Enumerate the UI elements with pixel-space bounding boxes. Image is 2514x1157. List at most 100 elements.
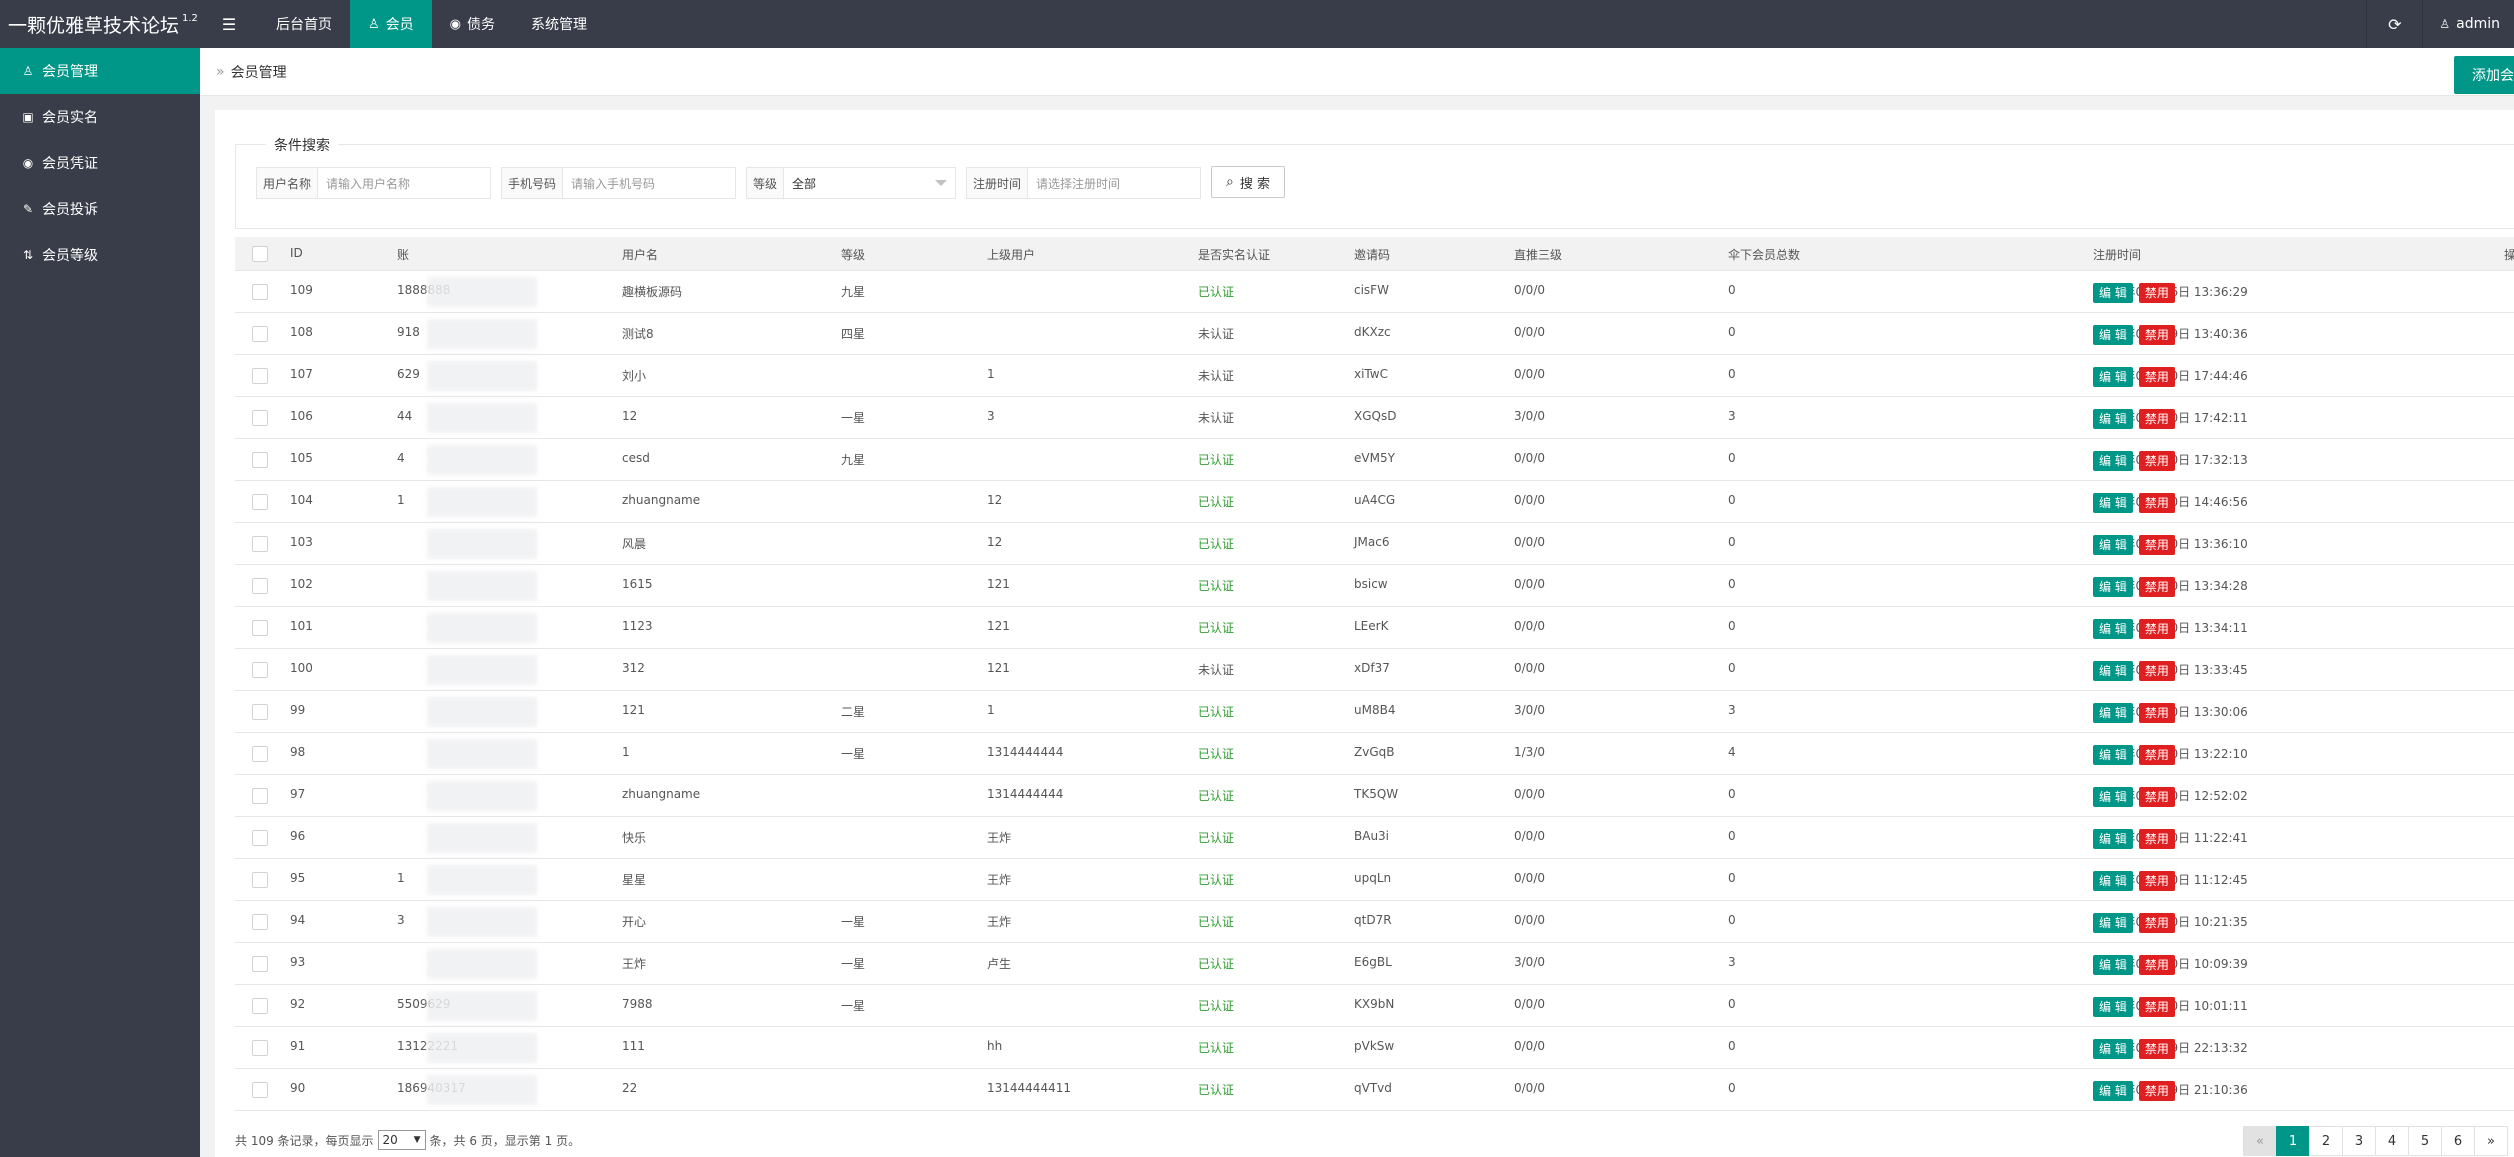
- edit-button[interactable]: 编 辑: [2093, 871, 2133, 891]
- row-checkbox[interactable]: [252, 788, 268, 804]
- row-checkbox[interactable]: [252, 662, 268, 678]
- ban-button[interactable]: 禁用: [2138, 661, 2175, 681]
- ban-button[interactable]: 禁用: [2138, 829, 2175, 849]
- refresh-icon[interactable]: ⟳: [2366, 0, 2422, 48]
- edit-button[interactable]: 编 辑: [2093, 703, 2133, 723]
- cell-direct: 0/0/0: [1514, 493, 1545, 507]
- add-member-button[interactable]: 添加会: [2454, 56, 2514, 94]
- ban-button[interactable]: 禁用: [2138, 451, 2175, 471]
- pager-page-5[interactable]: 5: [2408, 1126, 2442, 1156]
- row-checkbox[interactable]: [252, 872, 268, 888]
- pager-page-6[interactable]: 6: [2441, 1126, 2475, 1156]
- sidebar-item-label: 会员管理: [42, 64, 98, 80]
- username-search-field[interactable]: 用户名称 请输入用户名称: [256, 167, 491, 199]
- edit-button[interactable]: 编 辑: [2093, 577, 2133, 597]
- ban-button[interactable]: 禁用: [2138, 367, 2175, 387]
- row-checkbox[interactable]: [252, 1040, 268, 1056]
- ban-button[interactable]: 禁用: [2138, 535, 2175, 555]
- row-checkbox[interactable]: [252, 536, 268, 552]
- ban-button[interactable]: 禁用: [2138, 1081, 2175, 1101]
- sidebar-item-member-management[interactable]: ♙ 会员管理: [0, 48, 200, 94]
- row-checkbox[interactable]: [252, 1082, 268, 1098]
- brand-version: 1.2: [182, 12, 198, 24]
- ban-button[interactable]: 禁用: [2138, 577, 2175, 597]
- ban-button[interactable]: 禁用: [2138, 787, 2175, 807]
- row-checkbox[interactable]: [252, 284, 268, 300]
- phone-search-field[interactable]: 手机号码 请输入手机号码: [501, 167, 736, 199]
- admin-menu[interactable]: ♙ admin: [2422, 0, 2514, 48]
- pager-next[interactable]: »: [2474, 1126, 2508, 1156]
- edit-button[interactable]: 编 辑: [2093, 367, 2133, 387]
- row-checkbox[interactable]: [252, 704, 268, 720]
- ban-button[interactable]: 禁用: [2138, 1039, 2175, 1059]
- edit-button[interactable]: 编 辑: [2093, 787, 2133, 807]
- edit-button[interactable]: 编 辑: [2093, 325, 2133, 345]
- row-checkbox[interactable]: [252, 410, 268, 426]
- sidebar-item-member-voucher[interactable]: ◉ 会员凭证: [0, 140, 200, 186]
- row-checkbox[interactable]: [252, 998, 268, 1014]
- ban-button[interactable]: 禁用: [2138, 871, 2175, 891]
- row-checkbox[interactable]: [252, 830, 268, 846]
- sidebar-item-member-realname[interactable]: ▣ 会员实名: [0, 94, 200, 140]
- edit-button[interactable]: 编 辑: [2093, 1039, 2133, 1059]
- menu-toggle-icon[interactable]: ☰: [221, 14, 237, 34]
- edit-button[interactable]: 编 辑: [2093, 955, 2133, 975]
- nav-members[interactable]: ♙ 会员: [350, 0, 432, 48]
- level-search-field[interactable]: 等级 全部: [746, 167, 956, 199]
- edit-button[interactable]: 编 辑: [2093, 451, 2133, 471]
- ban-button[interactable]: 禁用: [2138, 955, 2175, 975]
- nav-system[interactable]: 系统管理: [513, 0, 605, 48]
- pager-page-1[interactable]: 1: [2276, 1126, 2310, 1156]
- sidebar-item-member-complaint[interactable]: ✎ 会员投诉: [0, 186, 200, 232]
- pager-page-2[interactable]: 2: [2309, 1126, 2343, 1156]
- ban-button[interactable]: 禁用: [2138, 283, 2175, 303]
- username-input[interactable]: 请输入用户名称: [326, 176, 411, 191]
- row-checkbox[interactable]: [252, 368, 268, 384]
- edit-button[interactable]: 编 辑: [2093, 619, 2133, 639]
- edit-button[interactable]: 编 辑: [2093, 409, 2133, 429]
- edit-button[interactable]: 编 辑: [2093, 283, 2133, 303]
- select-all-checkbox[interactable]: [252, 246, 268, 262]
- regtime-search-field[interactable]: 注册时间 请选择注册时间: [966, 167, 1201, 199]
- ban-button[interactable]: 禁用: [2138, 325, 2175, 345]
- level-select[interactable]: 全部: [784, 168, 955, 198]
- sidebar-item-member-level[interactable]: ⇅ 会员等级: [0, 232, 200, 278]
- search-button[interactable]: ⌕ 搜 索: [1211, 166, 1285, 198]
- per-page-select[interactable]: 20 ▼: [377, 1130, 426, 1150]
- breadcrumb: » 会员管理 添加会: [200, 48, 2514, 96]
- row-checkbox[interactable]: [252, 326, 268, 342]
- pager-prev[interactable]: «: [2243, 1126, 2277, 1156]
- ban-button[interactable]: 禁用: [2138, 745, 2175, 765]
- row-checkbox[interactable]: [252, 956, 268, 972]
- cell-username: 星星: [622, 873, 647, 887]
- row-checkbox[interactable]: [252, 578, 268, 594]
- phone-input[interactable]: 请输入手机号码: [571, 176, 656, 191]
- cell-account: 44: [397, 409, 413, 423]
- edit-button[interactable]: 编 辑: [2093, 745, 2133, 765]
- ban-button[interactable]: 禁用: [2138, 409, 2175, 429]
- row-checkbox[interactable]: [252, 914, 268, 930]
- edit-button[interactable]: 编 辑: [2093, 661, 2133, 681]
- edit-button[interactable]: 编 辑: [2093, 997, 2133, 1017]
- ban-button[interactable]: 禁用: [2138, 493, 2175, 513]
- edit-button[interactable]: 编 辑: [2093, 493, 2133, 513]
- ban-button[interactable]: 禁用: [2138, 703, 2175, 723]
- edit-button[interactable]: 编 辑: [2093, 1081, 2133, 1101]
- ban-button[interactable]: 禁用: [2138, 913, 2175, 933]
- row-checkbox[interactable]: [252, 452, 268, 468]
- nav-home[interactable]: 后台首页: [258, 0, 350, 48]
- regtime-input[interactable]: 请选择注册时间: [1036, 176, 1121, 191]
- nav-debt[interactable]: ◉ 债务: [432, 0, 513, 48]
- breadcrumb-current[interactable]: 会员管理: [230, 64, 287, 81]
- brand-title[interactable]: 一颗优雅草技术论坛 1.2: [0, 0, 200, 48]
- pager-page-4[interactable]: 4: [2375, 1126, 2409, 1156]
- ban-button[interactable]: 禁用: [2138, 997, 2175, 1017]
- edit-button[interactable]: 编 辑: [2093, 535, 2133, 555]
- pager-page-3[interactable]: 3: [2342, 1126, 2376, 1156]
- ban-button[interactable]: 禁用: [2138, 619, 2175, 639]
- row-checkbox[interactable]: [252, 746, 268, 762]
- row-checkbox[interactable]: [252, 494, 268, 510]
- edit-button[interactable]: 编 辑: [2093, 829, 2133, 849]
- row-checkbox[interactable]: [252, 620, 268, 636]
- edit-button[interactable]: 编 辑: [2093, 913, 2133, 933]
